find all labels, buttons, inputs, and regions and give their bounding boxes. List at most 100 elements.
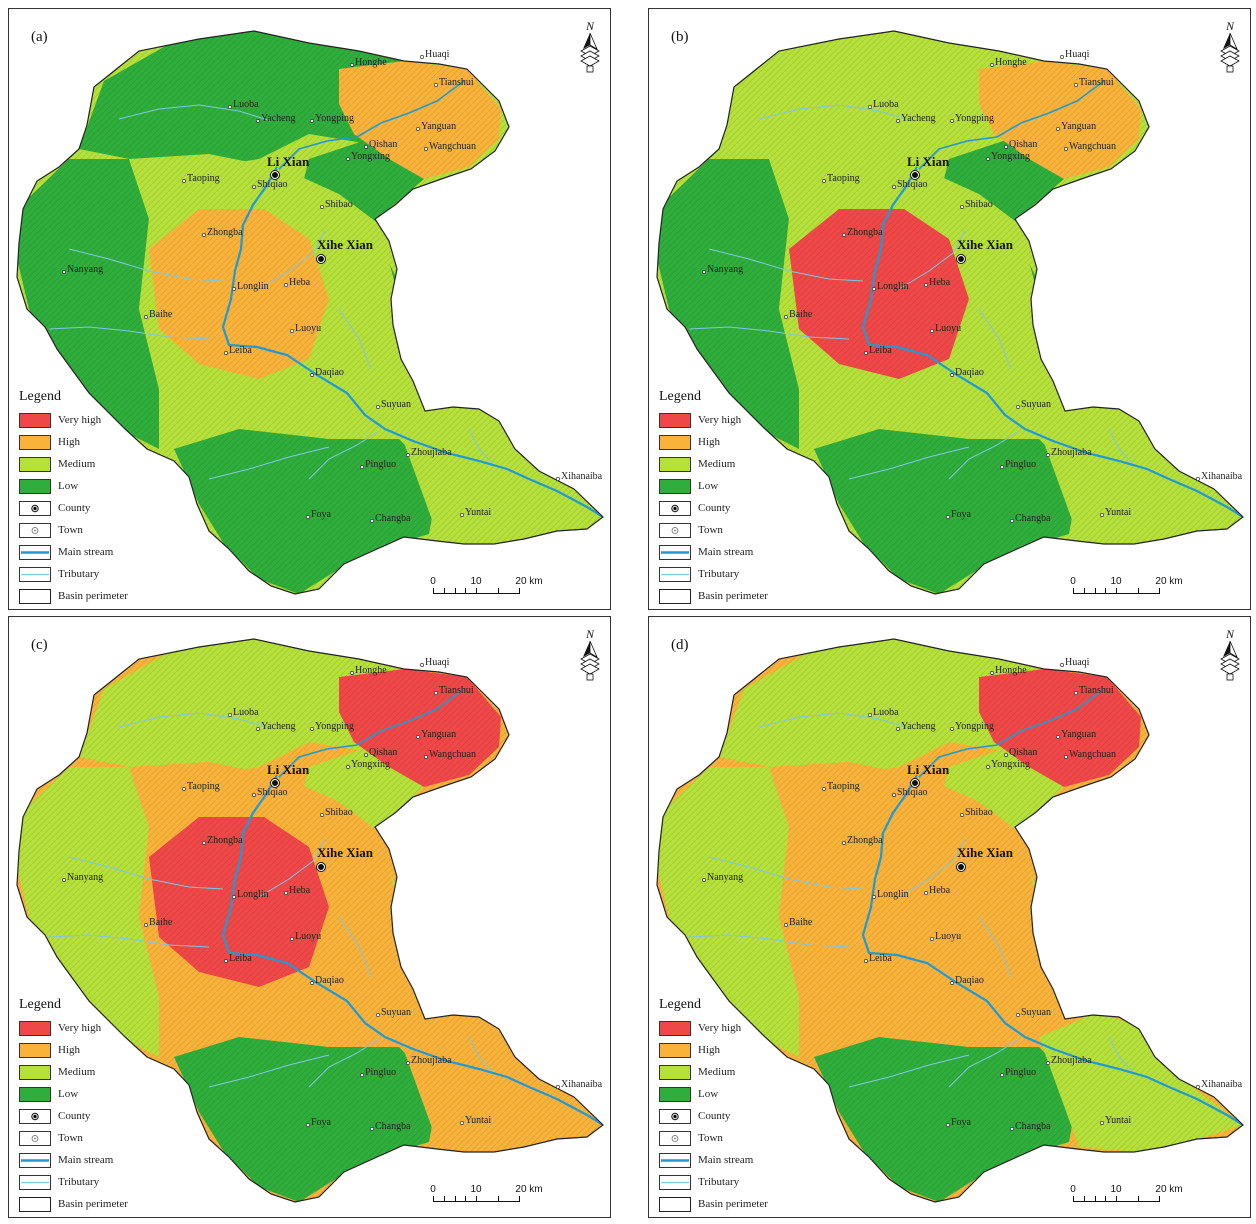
town-label: Luoyu [935,323,962,334]
scale-tick-label: 10 [470,576,482,587]
panel-label: (c) [31,637,48,653]
legend-swatch [19,1064,51,1080]
town-label: Huaqi [425,49,450,60]
town-label: Yongxing [351,759,390,770]
legend-label: Main stream [698,1154,754,1166]
town-label: Pingluo [365,459,397,470]
town-label: Zhongba [847,835,883,846]
town-label: Yacheng [261,113,296,124]
map-panel-c: (c) N Honghe Huaqi Luoba Yacheng Yongping Tians… [8,616,611,1218]
legend-label: Basin perimeter [58,1198,128,1210]
legend-label: County [58,502,91,514]
town-marker [702,270,706,274]
town-marker [946,515,950,519]
town-marker [702,878,706,882]
main-stream-symbol-icon [19,1152,51,1168]
town-label: Heba [289,885,311,896]
town-label: Yacheng [901,721,936,732]
scale-tick [1094,1196,1096,1202]
town-label: Changba [1015,513,1051,524]
town-label: Yanguan [421,729,457,740]
town-label: Foya [951,1117,971,1128]
town-marker [310,119,314,123]
main-stream-symbol-icon [659,1152,691,1168]
town-marker [960,205,964,209]
town-marker [1016,405,1020,409]
scale-tick-label: 0 [1070,1184,1076,1195]
county-symbol-icon [19,1108,51,1124]
legend-item: Medium [19,1061,159,1083]
town-marker [424,147,428,151]
legend-label: High [698,436,720,448]
town-marker [892,185,896,189]
town-label: Yongxing [351,151,390,162]
scale-tick-label: 10 [1110,1184,1122,1195]
main-stream [221,166,603,518]
town-marker [1100,513,1104,517]
town-label: Tianshui [1079,77,1114,88]
legend-item: County [19,1105,159,1127]
town-marker [290,937,294,941]
town-marker [868,713,872,717]
scale-tick [497,588,499,594]
town-label: Yongping [315,721,354,732]
legend-item: Very high [19,409,159,431]
county-symbol-icon [19,500,51,516]
scale-tick [443,588,445,594]
town-marker [228,713,232,717]
legend-title: Legend [659,997,701,1012]
town-marker [1046,1061,1050,1065]
main-stream-upper [918,80,1105,170]
town-label: Luoyu [295,323,322,334]
legend-item: Main stream [19,1149,159,1171]
town-symbol-icon [659,1130,691,1146]
town-label: Nanyang [707,264,744,275]
basin-map [656,30,1244,595]
legend-swatch [659,434,691,450]
town-marker [346,157,350,161]
town-marker [950,373,954,377]
town-label: Shiqiao [897,179,928,190]
county-label: Li Xian [267,762,310,777]
scale-tick-label: 20 km [515,576,543,587]
town-label: Changba [375,1121,411,1132]
tributary [758,712,912,730]
town-label: Qishan [369,139,398,150]
town-label: Longlin [237,281,269,292]
map-panel-a: (a) N Honghe Huaqi Luoba Yacheng Yongping Tians… [8,8,611,610]
scale-tick [1073,588,1074,594]
tributary [258,230,326,290]
town-label: Honghe [995,665,1027,676]
town-label: Foya [311,1117,331,1128]
legend-label: Town [58,524,83,536]
town-marker [290,329,294,333]
legend-item: High [19,431,159,453]
town-marker [256,727,260,731]
tributary [898,838,966,898]
town-marker [822,179,826,183]
town-marker [232,895,236,899]
town-label: Yuntai [465,1115,492,1126]
scale-tick [1116,588,1117,594]
legend-item: Basin perimeter [659,1193,799,1215]
town-marker [842,841,846,845]
county-symbol-icon [659,1108,691,1124]
legend-item: County [19,497,159,519]
tributary [468,428,494,465]
town-label: Shibao [965,199,993,210]
north-letter: N [585,19,594,33]
town-label: Zhongba [207,227,243,238]
town-marker [406,453,410,457]
town-marker [202,233,206,237]
town-marker [202,841,206,845]
town-label: Suyuan [1021,1007,1051,1018]
town-marker [986,765,990,769]
legend-item: High [19,1039,159,1061]
basin-perimeter-symbol-icon [659,588,691,604]
town-label: Pingluo [1005,1067,1037,1078]
town-marker [310,727,314,731]
town-marker [224,959,228,963]
town-label: Luoba [233,99,259,110]
town-label: Xihanaiba [561,1079,603,1090]
town-marker [256,119,260,123]
